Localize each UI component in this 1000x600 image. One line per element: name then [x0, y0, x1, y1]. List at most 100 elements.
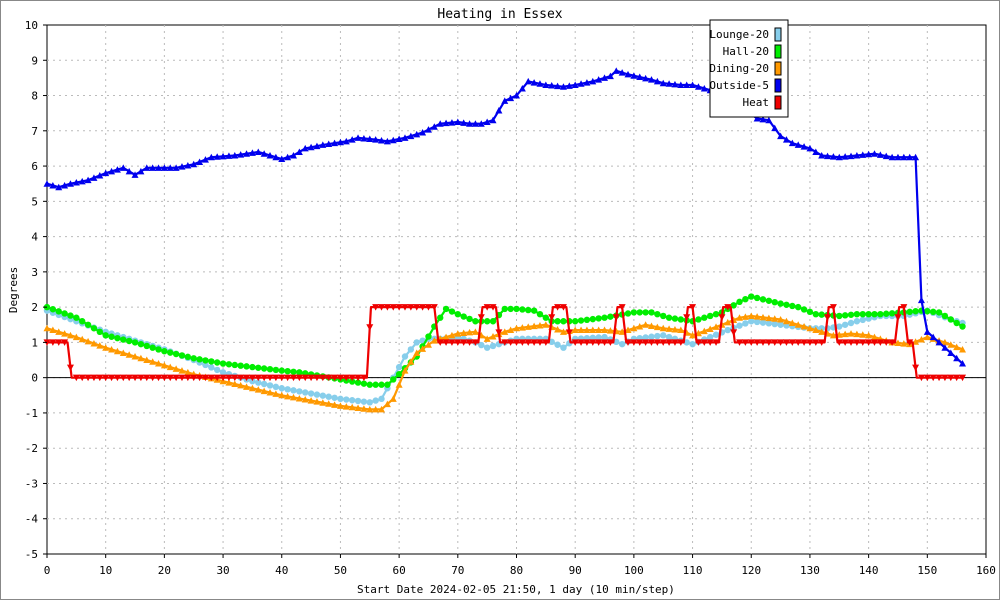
- data-point: [84, 321, 92, 328]
- data-point: [143, 356, 151, 364]
- data-point: [325, 374, 333, 382]
- legend-swatch: [774, 78, 782, 93]
- x-tick-label: 120: [741, 564, 761, 577]
- data-point: [859, 339, 867, 346]
- data-point: [389, 304, 397, 311]
- data-point: [953, 343, 961, 351]
- y-tick-label: -2: [25, 442, 38, 455]
- data-point: [378, 395, 385, 403]
- data-point: [712, 339, 720, 346]
- data-point: [67, 312, 74, 319]
- data-point: [301, 396, 309, 403]
- data-point: [207, 153, 215, 161]
- data-point: [419, 345, 427, 352]
- data-point: [307, 374, 315, 382]
- data-point: [301, 374, 309, 382]
- data-point: [366, 381, 373, 388]
- data-point: [284, 386, 291, 393]
- data-point: [677, 339, 685, 346]
- data-point: [612, 67, 620, 74]
- data-point: [736, 314, 744, 321]
- x-tick-label: 160: [976, 564, 996, 577]
- data-point: [378, 137, 386, 144]
- data-point: [671, 80, 679, 88]
- data-point: [313, 391, 321, 398]
- data-point: [818, 151, 826, 159]
- data-point: [583, 79, 591, 86]
- data-point: [336, 374, 344, 382]
- axis-ticks: 0 10 20 30 40 50 60 70 80 90 100 110 120 130 140 150 160…: [25, 19, 996, 577]
- data-point: [383, 400, 391, 408]
- data-point: [272, 390, 280, 397]
- data-point: [759, 313, 767, 321]
- data-point: [254, 386, 262, 393]
- data-point: [55, 308, 62, 315]
- data-point: [113, 374, 121, 382]
- data-point: [571, 326, 579, 334]
- data-point: [66, 364, 74, 372]
- data-point: [155, 164, 163, 171]
- data-point: [160, 361, 168, 369]
- data-point: [395, 135, 403, 143]
- data-point: [149, 358, 157, 365]
- data-point: [454, 339, 462, 346]
- data-point: [501, 328, 509, 335]
- data-point: [436, 120, 444, 127]
- data-point: [507, 94, 515, 102]
- data-point: [788, 339, 796, 346]
- data-point: [131, 353, 139, 360]
- data-point: [401, 367, 409, 374]
- data-point: [577, 80, 585, 87]
- data-point: [665, 80, 673, 87]
- data-point: [131, 374, 139, 382]
- data-point: [407, 304, 415, 311]
- data-point: [794, 321, 802, 328]
- data-point: [806, 324, 814, 332]
- data-point: [454, 330, 462, 337]
- data-point: [390, 376, 397, 383]
- data-point: [489, 116, 497, 124]
- data-point: [336, 402, 344, 409]
- data-point: [372, 136, 380, 143]
- data-point: [642, 339, 650, 346]
- data-point: [824, 314, 832, 321]
- data-point: [184, 374, 192, 382]
- data-point: [859, 310, 866, 318]
- data-point: [630, 72, 638, 79]
- data-point: [824, 152, 832, 160]
- data-point: [372, 405, 380, 413]
- data-point: [172, 365, 180, 372]
- data-point: [466, 120, 474, 127]
- data-point: [307, 390, 315, 397]
- data-point: [595, 76, 603, 83]
- data-point: [507, 339, 515, 346]
- data-point: [941, 374, 949, 382]
- data-point: [630, 324, 638, 332]
- data-point: [829, 331, 837, 339]
- data-point: [812, 148, 820, 155]
- data-point: [61, 310, 68, 317]
- data-point: [196, 356, 203, 363]
- data-point: [888, 339, 896, 346]
- data-point: [342, 403, 350, 410]
- data-point: [113, 347, 121, 355]
- data-point: [442, 305, 450, 313]
- data-point: [536, 339, 544, 346]
- data-point: [430, 304, 438, 311]
- data-point: [113, 166, 121, 173]
- data-point: [647, 322, 655, 329]
- data-point: [706, 333, 714, 341]
- data-point: [78, 374, 86, 382]
- data-point: [331, 394, 338, 401]
- data-point: [237, 151, 245, 158]
- y-tick-label: 3: [31, 266, 38, 279]
- data-point: [560, 318, 567, 325]
- data-point: [172, 350, 180, 358]
- data-point: [102, 169, 110, 177]
- data-point: [137, 167, 145, 175]
- data-point: [771, 320, 778, 328]
- data-point: [295, 394, 303, 402]
- data-point: [777, 339, 785, 346]
- data-point: [882, 339, 890, 346]
